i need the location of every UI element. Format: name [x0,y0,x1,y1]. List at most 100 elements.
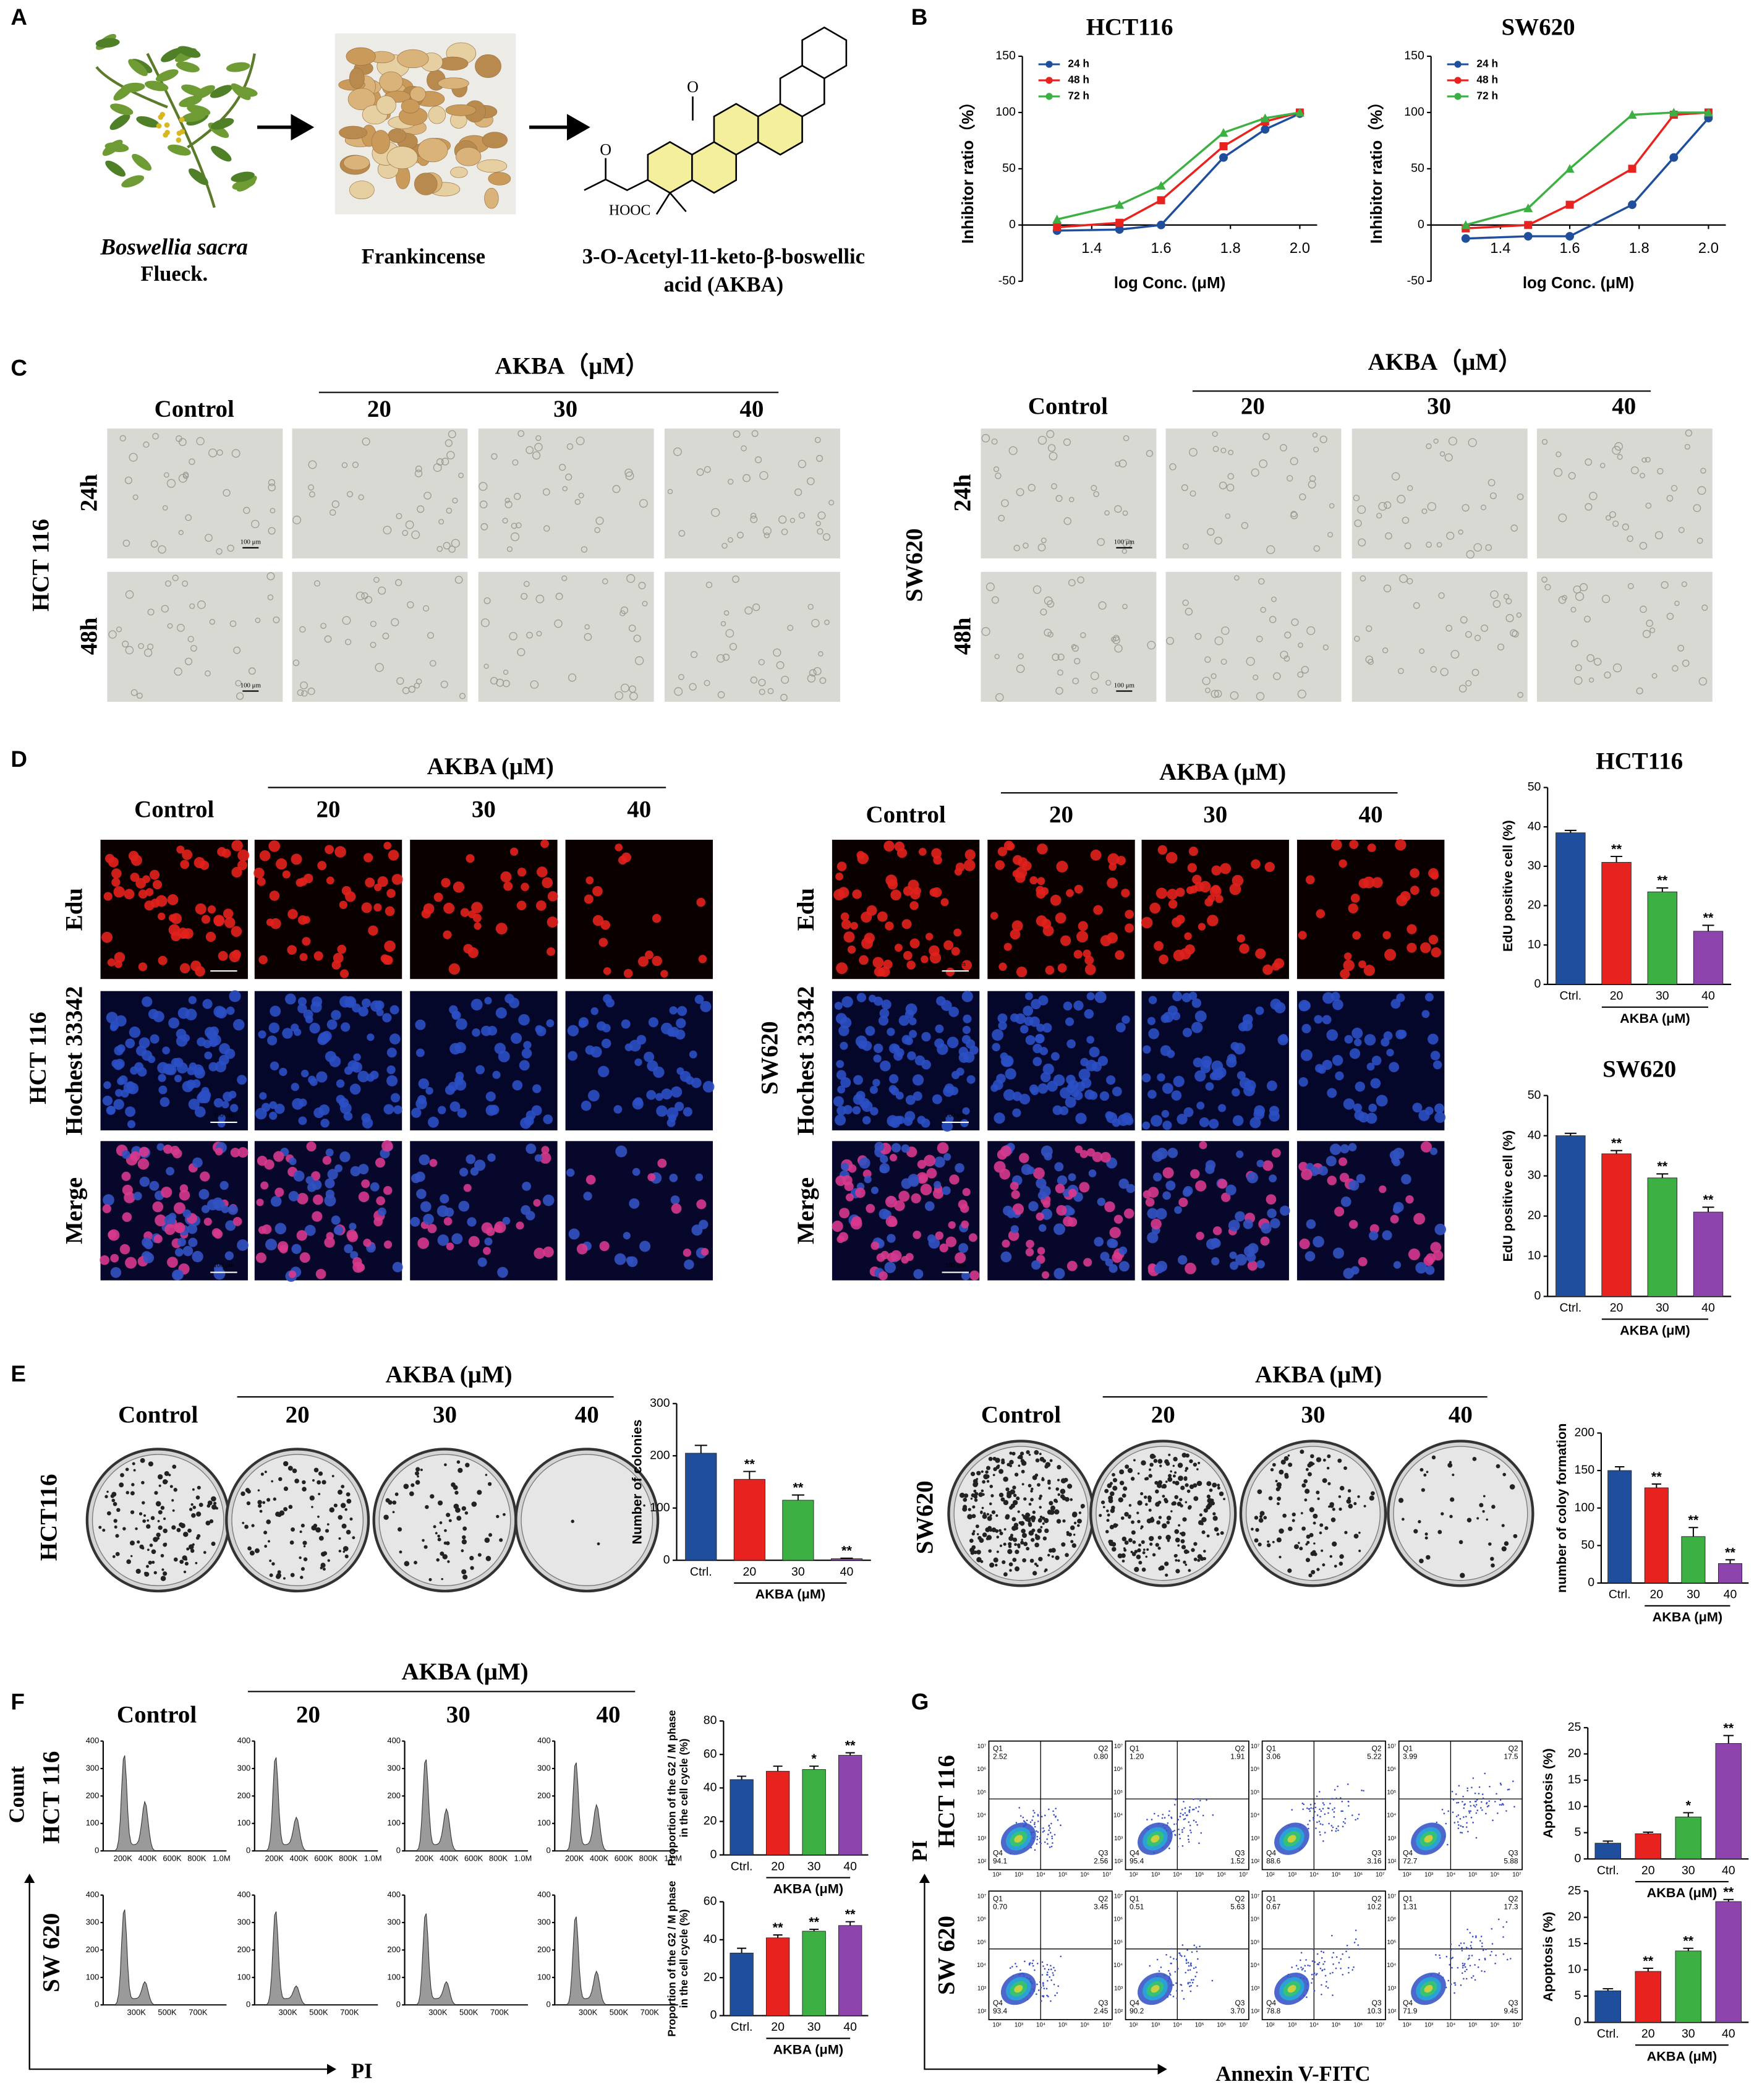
nucleus [1162,1120,1172,1130]
bar [1602,862,1632,984]
nucleus [1379,1185,1386,1193]
nucleus [684,1260,694,1270]
significance: ** [793,1479,803,1495]
colony [1258,1543,1261,1547]
event [1358,1814,1360,1816]
event [1301,1803,1303,1804]
colony [1118,1497,1123,1502]
colony [1131,1521,1134,1524]
event [1462,1950,1463,1952]
colony [989,1563,994,1568]
nucleus [1153,1172,1162,1181]
nucleus [1159,955,1168,965]
colony [1027,1514,1030,1517]
colony [1186,1550,1190,1553]
y-axis-title: Inhibitor ratio（%） [1367,94,1385,244]
nucleus [1228,1219,1240,1231]
colony [255,1548,260,1553]
nucleus [314,951,323,960]
nucleus [1149,903,1160,914]
colony [1008,1536,1013,1541]
nucleus [995,860,1005,870]
column-label: 40 [1449,1401,1473,1428]
event [1442,1809,1444,1811]
colony [1039,1453,1042,1455]
colony [1028,1484,1032,1488]
nucleus [416,1049,425,1057]
colony [1450,1497,1454,1501]
nucleus [1390,1215,1399,1224]
nucleus [1418,1110,1429,1121]
x-tick-label: 20 [743,1565,756,1579]
nucleus [484,1237,492,1245]
event [1481,1942,1483,1944]
nucleus [1121,889,1130,897]
nucleus [156,895,168,907]
event [1321,1994,1322,1995]
nucleus [388,850,399,861]
bar [1595,1843,1621,1859]
nucleus [464,1184,472,1192]
event [1328,1808,1330,1809]
flow-x-tick-label: 10² [1129,2021,1138,2028]
flow-y-tick-label: 10⁷ [1387,1743,1397,1750]
scale-bar-label: 100 μm [240,681,262,689]
nucleus [1344,1035,1353,1044]
colony [328,1559,330,1561]
event [1179,1952,1181,1954]
nucleus [175,1248,184,1257]
nucleus [1401,1174,1411,1185]
nucleus [166,1065,177,1075]
bar [730,1780,753,1855]
resin-tear [349,181,374,199]
nucleus [103,1205,111,1213]
nucleus [889,1074,898,1083]
significance: ** [1643,1953,1653,1968]
nucleus [652,914,661,923]
nucleus [1207,915,1219,926]
colony [130,1491,135,1495]
colony [182,1555,187,1560]
nucleus [368,926,378,936]
nucleus [1173,1076,1185,1087]
quadrant-name: Q4 [993,1849,1003,1858]
colony [415,1467,420,1472]
nucleus [1011,1190,1020,1199]
nucleus [307,1183,317,1192]
nucleus [331,1216,341,1225]
nucleus [1413,1213,1425,1225]
nucleus [1060,936,1071,946]
nucleus [680,1071,691,1082]
colony [1207,1534,1210,1537]
nucleus [1100,1091,1109,1101]
flow-y-tick-label: 10⁷ [1114,1893,1123,1900]
event [1485,1948,1487,1950]
colony [1269,1496,1273,1501]
nucleus [874,1142,884,1152]
y-tick-label: 0 [1588,1576,1594,1589]
nucleus [841,913,849,921]
nucleus [1178,1255,1187,1265]
quadrant-value: 0.67 [1266,1902,1281,1911]
hist-y-tick-label: 300 [237,1763,251,1772]
nucleus [700,1001,711,1012]
nucleus [257,1156,267,1166]
nucleus [691,1078,702,1088]
nucleus [420,1201,432,1212]
point [1462,234,1470,243]
event [1184,1955,1186,1957]
nucleus [930,952,941,963]
event [1458,1824,1460,1826]
nucleus [1192,874,1201,884]
event [1178,1833,1180,1835]
colony [986,1537,989,1540]
event [1336,1957,1338,1958]
nucleus [1011,1225,1019,1233]
colony [174,1488,177,1492]
resin-tear [477,160,507,173]
event [1494,1801,1496,1803]
nucleus [1364,1034,1376,1046]
nucleus [1204,898,1213,907]
colony [1079,1511,1081,1514]
colony [428,1578,432,1581]
